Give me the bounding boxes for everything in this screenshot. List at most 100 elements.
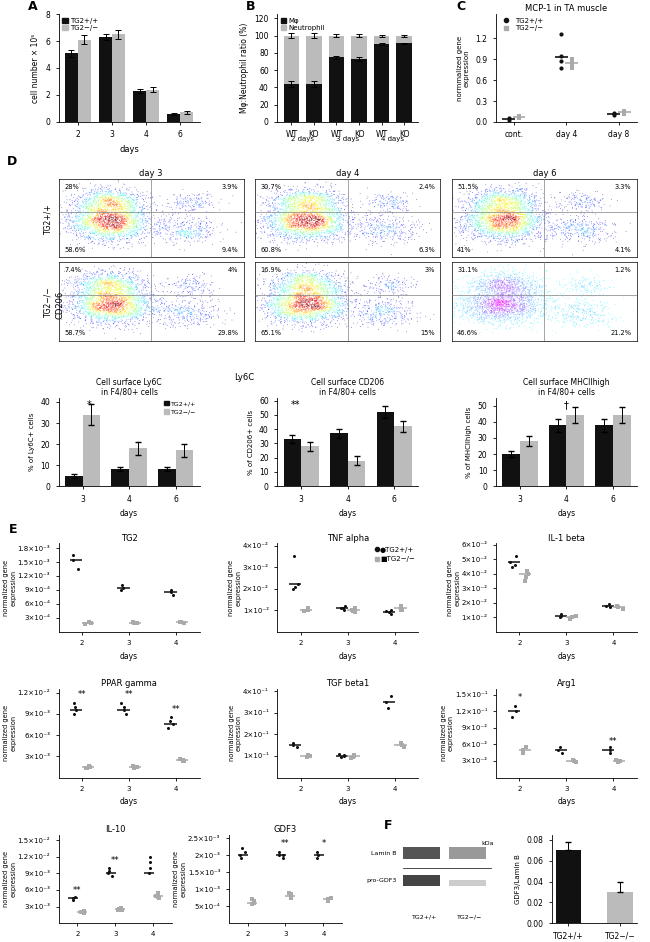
Point — [482, 294, 492, 309]
Point — [55, 216, 66, 231]
Point — [88, 232, 99, 247]
Point — [530, 285, 541, 300]
Point — [197, 235, 207, 250]
Point — [328, 227, 339, 242]
Point — [378, 190, 388, 205]
Point — [528, 215, 538, 230]
Point — [495, 194, 506, 209]
Point — [109, 310, 119, 325]
Point — [590, 297, 600, 312]
Point — [325, 280, 335, 295]
Point — [497, 302, 507, 317]
Point — [197, 219, 207, 235]
Point — [496, 213, 506, 228]
Point — [489, 183, 499, 198]
Point — [97, 218, 107, 233]
Point — [100, 196, 110, 211]
Point — [77, 204, 88, 219]
Point — [305, 192, 315, 207]
Point — [307, 317, 317, 332]
Point — [330, 309, 341, 324]
Point — [472, 282, 482, 297]
Point — [212, 307, 222, 322]
Point — [304, 290, 315, 305]
Point — [313, 299, 324, 314]
Point — [524, 288, 534, 303]
Point — [511, 195, 521, 210]
Point — [540, 203, 551, 219]
Point — [122, 235, 133, 250]
Point — [442, 309, 452, 324]
Point — [255, 302, 265, 317]
Point — [388, 193, 398, 208]
Point — [117, 193, 127, 208]
Point — [179, 282, 189, 297]
Point — [129, 217, 139, 232]
Point — [283, 217, 293, 232]
Point — [105, 215, 116, 230]
Point — [266, 286, 277, 301]
Point — [313, 203, 323, 218]
Point — [493, 223, 504, 238]
Point — [197, 200, 207, 215]
Point — [289, 216, 299, 231]
Point — [292, 222, 303, 237]
Point — [194, 191, 204, 206]
Point — [127, 275, 137, 290]
Point — [478, 294, 488, 309]
Point — [192, 276, 202, 291]
Point — [514, 229, 524, 244]
Point — [454, 310, 465, 325]
Point — [298, 273, 308, 288]
Point — [454, 219, 464, 234]
Point — [92, 304, 103, 319]
Point — [542, 293, 552, 308]
Point — [185, 273, 196, 288]
Point — [489, 217, 499, 232]
Point — [166, 211, 177, 226]
Point — [72, 218, 82, 233]
Point — [71, 213, 81, 228]
Point — [132, 321, 142, 336]
Point — [380, 204, 391, 219]
Point — [101, 187, 111, 202]
Point — [96, 288, 107, 303]
Point — [333, 284, 344, 300]
Point — [469, 196, 480, 211]
Point — [321, 281, 332, 296]
Point — [328, 219, 338, 234]
Point — [317, 217, 327, 232]
Point — [511, 205, 521, 220]
Point — [68, 215, 78, 230]
Point — [479, 209, 489, 224]
Point — [498, 224, 508, 239]
Point — [503, 270, 514, 285]
Point — [54, 291, 64, 306]
Point — [545, 291, 556, 306]
Point — [267, 208, 278, 223]
Point — [148, 196, 158, 211]
Point — [142, 315, 152, 330]
Point — [489, 289, 500, 304]
Point — [480, 183, 491, 198]
Point — [388, 195, 398, 210]
Point — [478, 217, 489, 232]
Point — [526, 207, 536, 222]
Point — [359, 225, 369, 240]
Point — [96, 194, 107, 209]
Point — [610, 225, 621, 240]
Point — [285, 189, 295, 204]
Point — [479, 268, 489, 284]
Point — [292, 281, 302, 296]
Point — [499, 309, 510, 324]
Point — [498, 283, 508, 298]
Point — [102, 194, 112, 209]
Point — [299, 219, 309, 234]
Point — [479, 293, 489, 308]
Point — [541, 278, 551, 293]
Point — [109, 221, 120, 236]
Point — [528, 234, 538, 249]
Point — [118, 308, 129, 323]
Point — [183, 229, 193, 244]
Point — [97, 266, 107, 281]
